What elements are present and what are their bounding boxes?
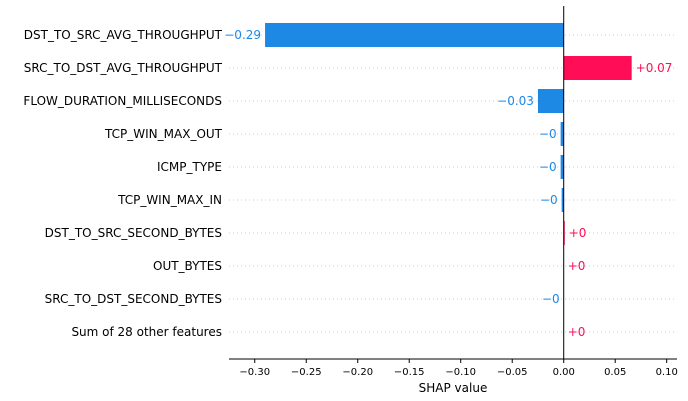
x-tick-label: −0.15 xyxy=(394,367,425,378)
feature-labels: DST_TO_SRC_AVG_THROUGHPUT SRC_TO_DST_AVG_… xyxy=(23,28,222,339)
x-axis-title: SHAP value xyxy=(419,381,488,395)
bar xyxy=(563,56,632,80)
x-tick-label: −0.10 xyxy=(445,367,476,378)
feature-label: ICMP_TYPE xyxy=(157,160,222,174)
x-tick-label: 0.05 xyxy=(604,367,626,378)
x-tick-label: 0.10 xyxy=(656,367,678,378)
value-label: +0 xyxy=(568,259,586,273)
value-label: −0.29 xyxy=(224,28,261,42)
bars xyxy=(265,23,632,344)
x-tick-label: −0.05 xyxy=(497,367,528,378)
value-label: −0.03 xyxy=(497,94,534,108)
feature-label: DST_TO_SRC_SECOND_BYTES xyxy=(45,226,222,240)
feature-label: DST_TO_SRC_AVG_THROUGHPUT xyxy=(24,28,223,42)
feature-label: FLOW_DURATION_MILLISECONDS xyxy=(23,94,222,108)
value-label: −0 xyxy=(539,160,557,174)
value-label: −0 xyxy=(539,127,557,141)
feature-label: TCP_WIN_MAX_OUT xyxy=(104,127,223,141)
x-tick-label: −0.30 xyxy=(239,367,270,378)
value-label: −0 xyxy=(542,292,560,306)
bar xyxy=(561,188,564,212)
value-label: +0.07 xyxy=(636,61,673,75)
bar xyxy=(537,89,564,113)
value-labels: −0.29 +0.07 −0.03 −0 −0 −0 +0 +0 −0 +0 xyxy=(224,28,672,339)
feature-label: OUT_BYTES xyxy=(153,259,222,273)
value-label: +0 xyxy=(569,226,587,240)
feature-label: SRC_TO_DST_SECOND_BYTES xyxy=(45,292,222,306)
x-ticks: −0.30 −0.25 −0.20 −0.15 −0.10 −0.05 0.00 0.05 0.… xyxy=(239,359,678,378)
bar xyxy=(563,221,565,245)
x-tick-label: 0.00 xyxy=(553,367,575,378)
feature-label: TCP_WIN_MAX_IN xyxy=(117,193,222,207)
bar xyxy=(265,23,564,47)
x-tick-label: −0.25 xyxy=(291,367,322,378)
value-label: −0 xyxy=(540,193,558,207)
x-tick-label: −0.20 xyxy=(342,367,373,378)
value-label: +0 xyxy=(568,325,586,339)
feature-label: SRC_TO_DST_AVG_THROUGHPUT xyxy=(24,61,223,75)
bar xyxy=(560,122,564,146)
feature-label: Sum of 28 other features xyxy=(71,325,222,339)
bar xyxy=(560,155,564,179)
